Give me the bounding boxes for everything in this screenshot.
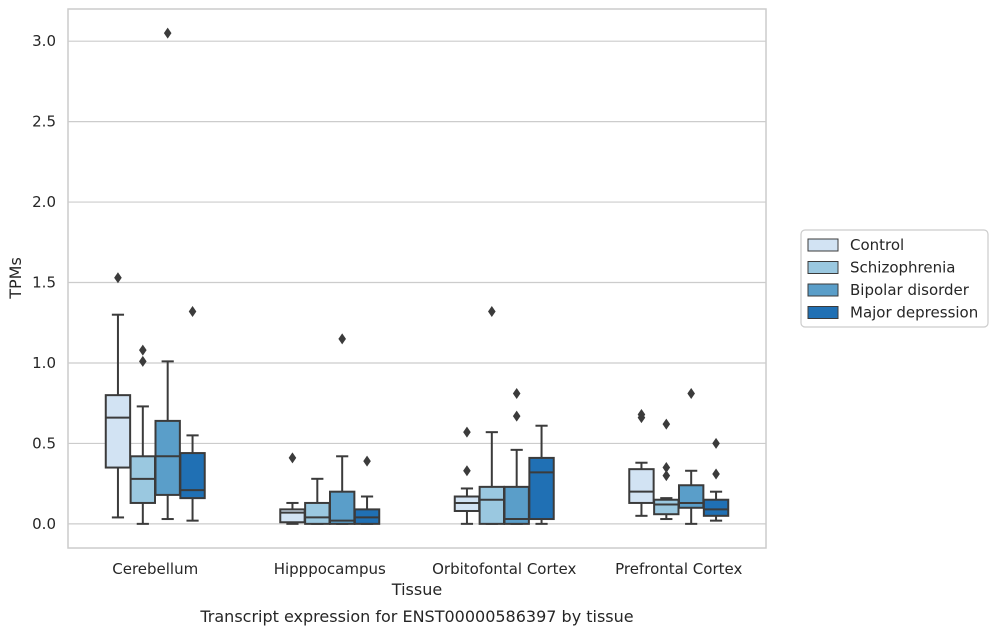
box-schizophrenia — [653, 418, 680, 521]
box-iqr — [279, 508, 306, 524]
x-tick-label: Orbitofontal Cortex — [432, 560, 576, 578]
box-iqr — [677, 484, 705, 509]
box-major-depression — [179, 305, 206, 522]
outlier-point — [637, 408, 646, 420]
box-major-depression — [528, 424, 555, 525]
legend-label: Control — [850, 236, 904, 254]
legend-frame — [800, 229, 989, 328]
gridlines — [68, 40, 766, 525]
box-iqr — [628, 468, 655, 504]
box-iqr — [653, 498, 680, 516]
x-tick-labels: Cerebellum Hipppocampus Orbitofontal Corte… — [112, 560, 742, 578]
outlier-point — [163, 27, 172, 39]
y-tick-labels: 0.0 0.5 1.0 1.5 2.0 2.5 3.0 — [32, 32, 56, 533]
outlier-point — [463, 426, 471, 438]
legend-swatch — [807, 238, 839, 252]
outlier-point — [188, 305, 197, 317]
legend-swatch — [807, 283, 839, 297]
y-axis-label: TPMs — [6, 257, 25, 300]
outlier-point — [338, 333, 346, 345]
box-control — [453, 426, 481, 525]
box-control — [279, 452, 306, 525]
legend-swatch — [807, 261, 839, 274]
y-tick-label: 0.0 — [32, 515, 56, 533]
box-iqr — [478, 485, 506, 525]
outlier-point — [463, 465, 471, 477]
y-tick-label: 2.0 — [32, 193, 56, 211]
chart-caption: Transcript expression for ENST0000058639… — [199, 607, 633, 626]
legend-swatch — [807, 306, 839, 319]
box-schizophrenia — [478, 305, 506, 525]
x-tick-label: Hipppocampus — [274, 560, 386, 578]
box-iqr — [179, 452, 206, 500]
y-tick-label: 1.5 — [32, 274, 56, 292]
outlier-point — [139, 355, 147, 367]
outlier-point — [662, 470, 671, 482]
y-tick-label: 1.0 — [32, 354, 56, 372]
x-tick-label: Prefrontal Cortex — [615, 560, 742, 578]
box-schizophrenia — [304, 477, 331, 525]
outlier-point — [114, 272, 122, 284]
legend-label: Bipolar disorder — [850, 281, 970, 299]
legend: Control Schizophrenia Bipolar disorder Majo… — [800, 229, 989, 328]
outlier-point — [712, 437, 720, 449]
outlier-point — [512, 410, 521, 422]
box-bipolar-disorder — [328, 333, 356, 525]
box-major-depression — [353, 455, 381, 525]
outlier-point — [488, 305, 496, 317]
box-bipolar-disorder — [154, 27, 181, 521]
box-control — [104, 272, 132, 519]
x-tick-label: Cerebellum — [112, 560, 198, 578]
plot-frame — [67, 8, 767, 549]
y-tick-label: 3.0 — [32, 32, 56, 50]
outlier-point — [662, 462, 671, 474]
box-iqr — [702, 498, 730, 517]
box-iqr — [104, 394, 132, 469]
outlier-point — [139, 344, 147, 356]
box-iqr — [328, 490, 356, 525]
legend-label: Major depression — [850, 304, 978, 322]
outlier-point — [512, 388, 521, 400]
x-axis-label: Tissue — [391, 580, 442, 599]
box-control — [628, 408, 655, 517]
outlier-point — [363, 455, 371, 467]
y-tick-label: 0.5 — [32, 434, 56, 452]
box-schizophrenia — [129, 344, 157, 525]
box-series — [104, 27, 730, 525]
outlier-point — [687, 388, 695, 400]
box-iqr — [528, 456, 555, 521]
box-iqr — [154, 419, 181, 496]
box-major-depression — [702, 437, 730, 522]
legend-label: Schizophrenia — [850, 259, 955, 277]
box-bipolar-disorder — [677, 388, 705, 525]
outlier-point — [288, 452, 297, 464]
y-tick-label: 2.5 — [32, 113, 56, 131]
outlier-point — [712, 468, 720, 480]
outlier-point — [662, 418, 671, 430]
box-iqr — [304, 501, 331, 525]
